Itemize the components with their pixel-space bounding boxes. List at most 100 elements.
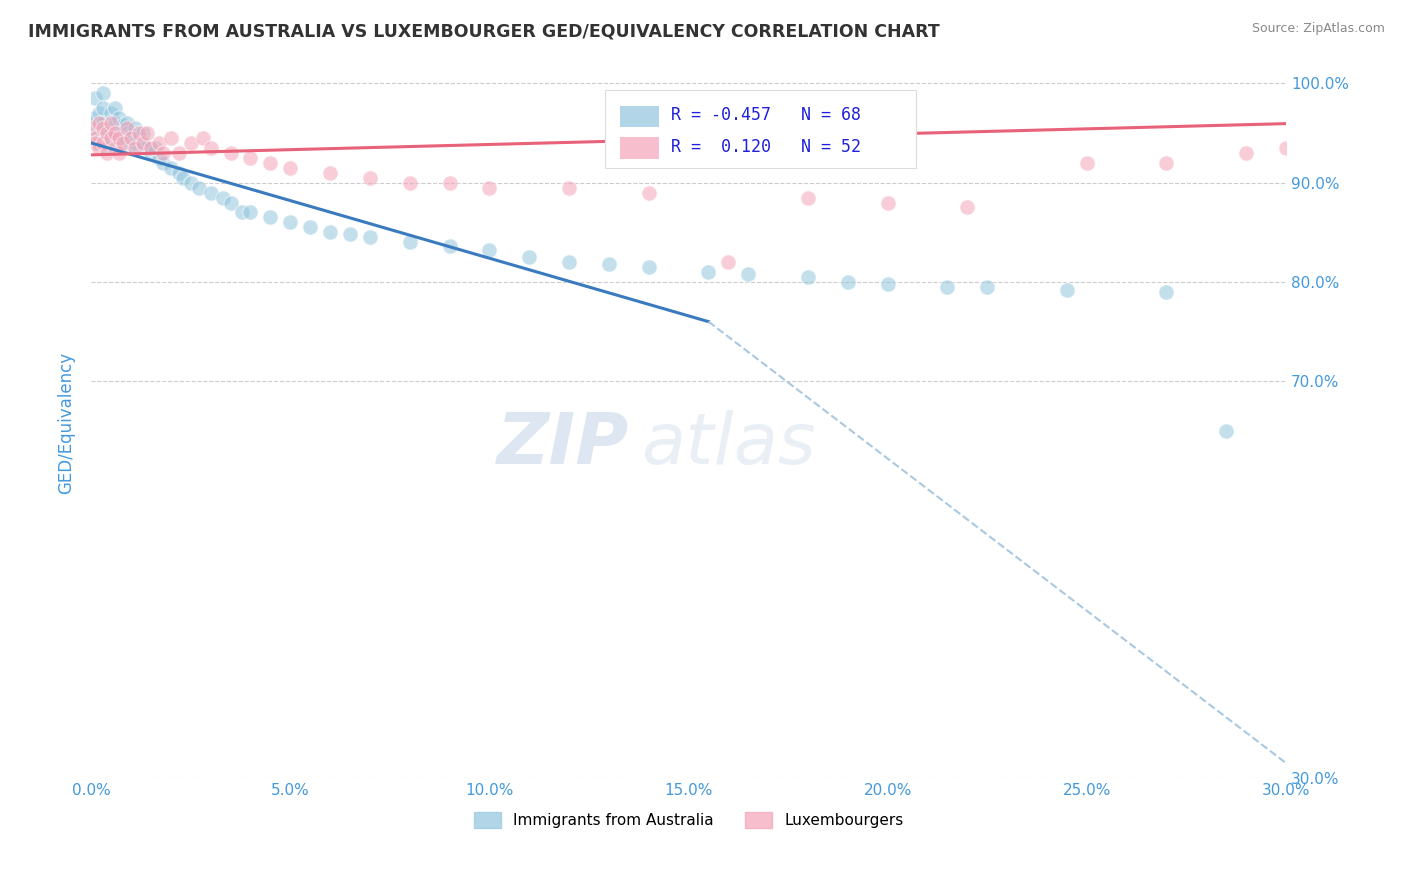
Point: [737, 267, 759, 281]
Text: R =  0.120   N = 52: R = 0.120 N = 52: [671, 137, 860, 155]
Point: [167, 166, 190, 180]
Point: [87, 116, 110, 130]
Point: [278, 215, 301, 229]
Point: [1056, 283, 1078, 297]
Point: [108, 145, 131, 160]
Point: [259, 156, 281, 170]
Point: [200, 141, 222, 155]
Point: [108, 126, 131, 140]
Point: [200, 186, 222, 200]
Point: [100, 116, 122, 130]
Point: [439, 239, 461, 253]
Point: [398, 235, 420, 250]
Point: [84, 111, 107, 125]
Point: [598, 257, 620, 271]
Point: [339, 227, 361, 242]
Point: [111, 136, 134, 150]
Point: [91, 87, 114, 101]
Point: [84, 131, 107, 145]
Point: [152, 156, 174, 170]
Point: [115, 126, 138, 140]
Point: [100, 131, 122, 145]
Point: [124, 136, 146, 150]
Point: [108, 111, 131, 125]
Point: [80, 116, 103, 130]
Point: [239, 205, 262, 219]
Point: [797, 190, 820, 204]
Point: [1275, 141, 1298, 155]
Point: [148, 136, 170, 150]
Point: [478, 243, 501, 257]
Point: [139, 145, 162, 160]
Point: [1354, 81, 1376, 95]
Point: [104, 101, 127, 115]
Point: [219, 145, 242, 160]
Point: [128, 131, 150, 145]
Point: [91, 121, 114, 136]
Point: [100, 121, 122, 136]
Bar: [620, 106, 658, 128]
Point: [637, 186, 659, 200]
Point: [80, 121, 103, 136]
Point: [231, 205, 253, 219]
Point: [87, 106, 110, 120]
Point: [172, 170, 194, 185]
Point: [956, 201, 979, 215]
Point: [148, 151, 170, 165]
Point: [87, 136, 110, 150]
Point: [108, 131, 131, 145]
Point: [1156, 156, 1178, 170]
Point: [124, 141, 146, 155]
Point: [1315, 131, 1337, 145]
Point: [120, 141, 142, 155]
Point: [637, 260, 659, 274]
Point: [167, 145, 190, 160]
Point: [132, 137, 155, 152]
Point: [259, 211, 281, 225]
Point: [87, 126, 110, 140]
Point: [359, 170, 381, 185]
Y-axis label: GED/Equivalency: GED/Equivalency: [58, 352, 75, 494]
Point: [319, 225, 342, 239]
Point: [111, 118, 134, 132]
Point: [517, 250, 540, 264]
Point: [115, 121, 138, 136]
Point: [558, 180, 581, 194]
Point: [132, 136, 155, 150]
Point: [837, 275, 859, 289]
Point: [1076, 156, 1098, 170]
Legend: Immigrants from Australia, Luxembourgers: Immigrants from Australia, Luxembourgers: [468, 806, 910, 834]
Point: [120, 128, 142, 142]
Point: [359, 230, 381, 244]
Point: [478, 180, 501, 194]
Point: [111, 131, 134, 145]
Point: [100, 106, 122, 120]
Point: [124, 121, 146, 136]
Point: [139, 141, 162, 155]
Point: [278, 161, 301, 175]
Point: [152, 145, 174, 160]
Point: [1156, 285, 1178, 299]
Point: [84, 136, 107, 150]
Point: [299, 220, 322, 235]
Point: [1295, 136, 1317, 150]
Point: [936, 280, 959, 294]
Point: [219, 195, 242, 210]
Point: [104, 116, 127, 130]
Point: [191, 131, 214, 145]
Point: [115, 116, 138, 130]
Point: [128, 126, 150, 140]
Point: [143, 141, 166, 155]
Point: [96, 131, 118, 145]
Point: [159, 131, 181, 145]
Point: [108, 136, 131, 150]
Point: [135, 126, 157, 140]
Point: [91, 116, 114, 130]
Point: [876, 277, 898, 291]
Point: [100, 131, 122, 145]
Point: [1234, 145, 1257, 160]
Point: [96, 126, 118, 140]
Point: [87, 141, 110, 155]
Text: atlas: atlas: [641, 410, 815, 479]
Text: Source: ZipAtlas.com: Source: ZipAtlas.com: [1251, 22, 1385, 36]
